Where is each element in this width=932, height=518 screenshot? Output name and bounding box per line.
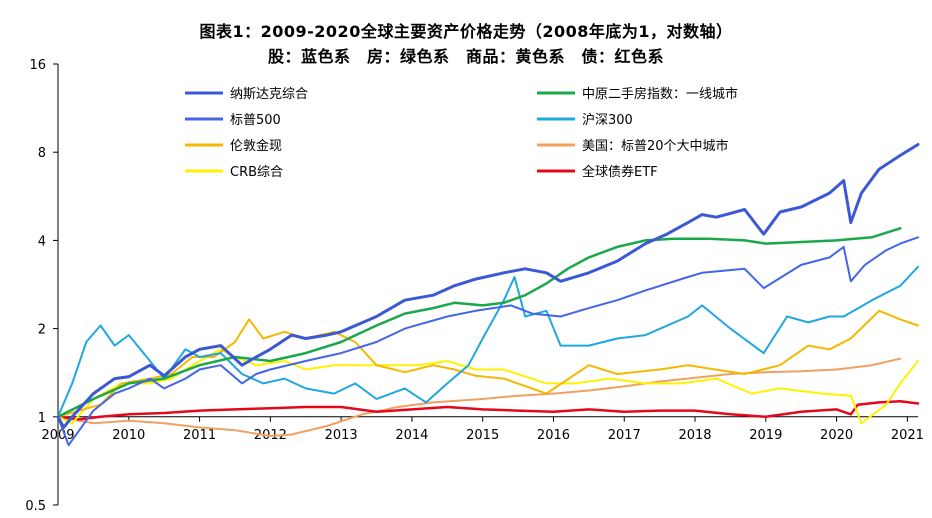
- legend-label: 全球债券ETF: [582, 164, 658, 180]
- series-group: [56, 143, 920, 447]
- x-tick-label: 2010: [112, 428, 145, 443]
- legend-label: CRB综合: [230, 165, 283, 180]
- x-tick-label: 2016: [537, 428, 570, 443]
- x-tick-label: 2013: [325, 428, 358, 443]
- legend-label: 纳斯达克综合: [230, 87, 308, 102]
- series-line-4: [56, 227, 902, 419]
- series-line-1: [57, 236, 919, 447]
- series-line-2: [57, 309, 919, 418]
- y-tick-label: 4: [38, 234, 46, 249]
- x-tick-label: 2017: [608, 428, 641, 443]
- series-line-7: [56, 399, 920, 421]
- y-tick-label: 16: [29, 58, 46, 73]
- series-line-0: [56, 143, 920, 429]
- series-line-3: [57, 348, 919, 425]
- x-tick-label: 2020: [820, 428, 853, 443]
- x-tick-label: 2009: [41, 428, 74, 443]
- legend-label: 伦敦金现: [230, 138, 282, 154]
- x-tick-label: 2018: [678, 428, 711, 443]
- x-tick-label: 2021: [891, 428, 924, 443]
- series-line-6: [57, 357, 902, 437]
- chart-title: 图表1：2009-2020全球主要资产价格走势（2008年底为1，对数轴）: [199, 22, 733, 41]
- x-tick-label: 2019: [749, 428, 782, 443]
- legend-label: 中原二手房指数：一线城市: [582, 86, 738, 102]
- legend-label: 标普500: [230, 113, 281, 128]
- series-line-5: [57, 265, 919, 418]
- y-tick-label: 0.5: [25, 499, 46, 514]
- x-tick-label: 2014: [395, 428, 428, 443]
- chart-subtitle: 股：蓝色系 房：绿色系 商品：黄色系 债：红色系: [267, 47, 664, 66]
- legend-label: 美国：标普20个大中城市: [582, 138, 729, 154]
- x-tick-label: 2015: [466, 428, 499, 443]
- y-tick-label: 1: [38, 411, 46, 426]
- legend-label: 沪深300: [582, 112, 633, 128]
- x-tick-label: 2011: [183, 428, 216, 443]
- y-tick-label: 2: [38, 323, 46, 338]
- y-tick-label: 8: [38, 146, 46, 161]
